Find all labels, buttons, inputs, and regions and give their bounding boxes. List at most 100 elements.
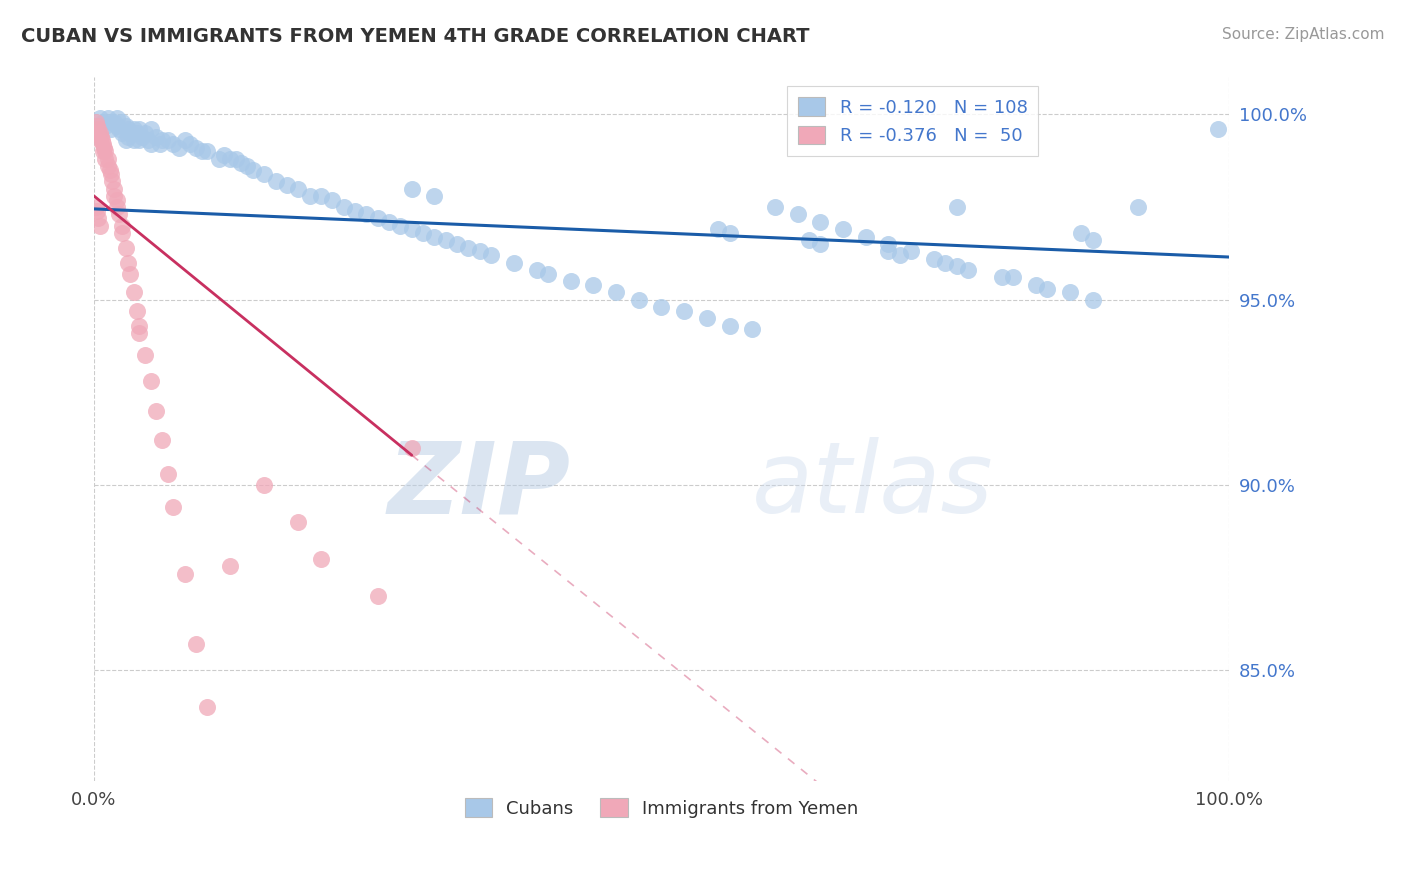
Point [162,137,184,152]
Point [1002,270,1025,285]
Point [139,374,162,388]
Text: atlas: atlas [752,437,994,534]
Point [718,226,741,240]
Point [197,700,219,714]
Point [167,141,190,155]
Point [423,229,446,244]
Point [696,311,718,326]
Point [367,211,389,226]
Point [287,515,309,529]
Point [889,248,911,262]
Point [87,211,110,226]
Point [93,141,115,155]
Point [91,137,114,152]
Point [332,200,354,214]
Point [356,207,378,221]
Point [423,189,446,203]
Point [94,152,117,166]
Point [173,133,195,147]
Point [117,129,139,144]
Point [253,477,276,491]
Point [184,637,207,651]
Point [309,551,332,566]
Point [922,252,945,266]
Point [111,226,134,240]
Point [84,200,107,214]
Point [114,119,136,133]
Point [162,500,184,514]
Point [786,207,808,221]
Point [502,255,524,269]
Text: CUBAN VS IMMIGRANTS FROM YEMEN 4TH GRADE CORRELATION CHART: CUBAN VS IMMIGRANTS FROM YEMEN 4TH GRADE… [21,27,810,45]
Point [150,434,173,448]
Point [131,129,153,144]
Point [108,207,131,221]
Point [100,122,122,136]
Point [298,189,321,203]
Point [87,122,110,136]
Point [934,255,956,269]
Point [264,174,287,188]
Point [214,148,236,162]
Text: Source: ZipAtlas.com: Source: ZipAtlas.com [1222,27,1385,42]
Point [707,222,730,236]
Point [105,119,128,133]
Point [650,300,672,314]
Point [718,318,741,333]
Point [122,285,145,300]
Point [128,326,150,340]
Point [134,126,156,140]
Point [537,267,560,281]
Point [219,152,242,166]
Point [673,303,696,318]
Point [197,145,219,159]
Point [89,219,111,233]
Point [526,263,548,277]
Point [560,274,582,288]
Point [276,178,298,192]
Point [128,122,150,136]
Point [89,126,111,140]
Point [128,318,150,333]
Point [105,200,128,214]
Point [945,200,967,214]
Point [287,181,309,195]
Point [111,126,134,140]
Point [956,263,979,277]
Point [105,193,128,207]
Point [900,244,922,259]
Point [149,137,172,152]
Point [138,133,160,147]
Point [763,200,786,214]
Point [108,122,131,136]
Point [343,203,366,218]
Point [120,126,142,140]
Point [808,215,831,229]
Point [145,403,167,417]
Point [808,237,831,252]
Point [145,129,167,144]
Point [86,203,108,218]
Point [101,174,124,188]
Point [117,122,139,136]
Point [122,133,145,147]
Point [94,145,117,159]
Point [945,260,967,274]
Point [401,181,423,195]
Point [96,111,118,125]
Point [231,155,253,169]
Point [605,285,627,300]
Point [89,111,111,125]
Point [122,122,145,136]
Point [1070,226,1092,240]
Legend: Cubans, Immigrants from Yemen: Cubans, Immigrants from Yemen [457,791,866,825]
Point [91,145,114,159]
Point [1025,277,1047,292]
Point [111,115,134,129]
Point [103,115,125,129]
Point [114,133,136,147]
Point [412,226,434,240]
Point [991,270,1014,285]
Point [128,133,150,147]
Point [156,467,179,481]
